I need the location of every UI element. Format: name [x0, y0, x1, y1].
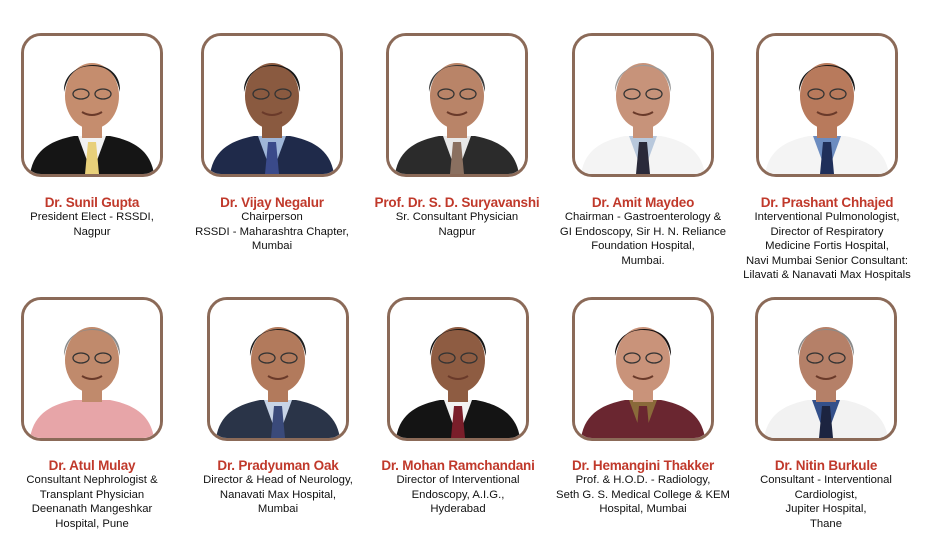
speaker-photo	[24, 36, 160, 174]
speaker-designation-line: RSSDI - Maharashtra Chapter,	[195, 225, 349, 238]
speaker-designation-line: Lilavati & Nanavati Max Hospitals	[743, 269, 911, 282]
speaker-card: Prof. Dr. S. D. Suryavanshi Sr. Consulta…	[362, 33, 552, 239]
speaker-designation-line: Foundation Hospital,	[591, 240, 695, 253]
speaker-photo	[210, 300, 346, 438]
speaker-designation-line: Endoscopy, A.I.G.,	[411, 488, 505, 501]
speaker-card: Dr. Atul Mulay Consultant Nephrologist &…	[0, 297, 187, 531]
speaker-card: Dr. Nitin Burkule Consultant - Intervent…	[731, 297, 921, 531]
speaker-designation-line: Prof. & H.O.D. - Radiology,	[575, 474, 711, 486]
speaker-designation-line: Nagpur	[438, 225, 476, 238]
speaker-name: Dr. Atul Mulay	[48, 458, 136, 473]
speaker-photo	[575, 300, 711, 438]
speaker-photo-frame	[756, 33, 898, 177]
speaker-designation-line: Hospital, Pune	[55, 517, 129, 530]
speaker-designation-line: Nanavati Max Hospital,	[219, 488, 337, 501]
speaker-photo	[389, 36, 525, 174]
speaker-designation-line: Jupiter Hospital,	[785, 503, 867, 516]
speaker-designation-line: Chairman - Gastroenterology &	[564, 211, 722, 223]
speaker-designation-line: Mumbai	[257, 503, 299, 516]
speaker-name: Dr. Mohan Ramchandani	[381, 458, 535, 473]
speaker-photo	[758, 300, 894, 438]
speaker-designation-line: GI Endoscopy, Sir H. N. Reliance	[559, 225, 727, 238]
speaker-photo-frame	[572, 33, 714, 177]
speaker-name: Dr. Pradyuman Oak	[217, 458, 339, 473]
speaker-designation-line: Director of Respiratory	[770, 225, 884, 238]
speaker-card: Dr. Amit Maydeo Chairman - Gastroenterol…	[548, 33, 738, 268]
speaker-designation-line: Consultant Nephrologist &	[26, 474, 158, 486]
speaker-designation-line: Mumbai.	[621, 254, 665, 267]
speaker-photo	[204, 36, 340, 174]
speaker-photo	[24, 300, 160, 438]
speaker-designation-line: Deenanath Mangeshkar	[31, 503, 153, 516]
speaker-designation-line: Director of Interventional	[396, 474, 520, 486]
speaker-photo	[575, 36, 711, 174]
speaker-designation-line: Hospital, Mumbai	[599, 503, 687, 516]
speaker-photo-frame	[572, 297, 714, 441]
speaker-name: Dr. Nitin Burkule	[774, 458, 878, 473]
speaker-photo-frame	[21, 297, 163, 441]
speaker-designation-line: Nagpur	[73, 225, 111, 238]
speaker-designation-line: President Elect - RSSDI,	[30, 211, 154, 223]
speaker-photo-frame	[386, 33, 528, 177]
speaker-photo-frame	[755, 297, 897, 441]
speaker-designation-line: Hyderabad	[430, 503, 486, 516]
speaker-photo-frame	[201, 33, 343, 177]
speaker-designation-line: Cardiologist,	[794, 488, 858, 501]
speaker-card: Dr. Mohan Ramchandani Director of Interv…	[363, 297, 553, 517]
speaker-designation-line: Medicine Fortis Hospital,	[765, 240, 889, 253]
speaker-designation-line: Interventional Pulmonologist,	[754, 211, 900, 223]
speaker-designation-line: Sr. Consultant Physician	[395, 211, 519, 223]
speaker-designation-line: Consultant - Interventional	[760, 474, 892, 486]
speaker-name: Dr. Prashant Chhajed	[760, 195, 894, 210]
speaker-name: Dr. Amit Maydeo	[591, 195, 695, 210]
speaker-photo	[759, 36, 895, 174]
speaker-designation-line: Transplant Physician	[39, 488, 145, 501]
speaker-designation-line: Navi Mumbai Senior Consultant:	[746, 254, 908, 267]
speaker-photo-frame	[207, 297, 349, 441]
speaker-card: Dr. Pradyuman Oak Director & Head of Neu…	[183, 297, 373, 517]
speaker-name: Prof. Dr. S. D. Suryavanshi	[374, 195, 540, 210]
speaker-card: Dr. Sunil Gupta President Elect - RSSDI,…	[0, 33, 187, 239]
speaker-designation-line: Mumbai	[251, 240, 293, 253]
speaker-photo-frame	[387, 297, 529, 441]
speaker-card: Dr. Vijay Negalur Chairperson RSSDI - Mah…	[177, 33, 367, 254]
speaker-card: Dr. Prashant Chhajed Interventional Pulm…	[732, 33, 922, 283]
speaker-photo-frame	[21, 33, 163, 177]
speaker-name: Dr. Hemangini Thakker	[571, 458, 715, 473]
speaker-name: Dr. Vijay Negalur	[220, 195, 324, 210]
speaker-name: Dr. Sunil Gupta	[44, 195, 140, 210]
speaker-designation-line: Chairperson	[241, 211, 303, 223]
speaker-designation-line: Thane	[809, 517, 843, 530]
speaker-designation-line: Seth G. S. Medical College & KEM	[556, 488, 730, 501]
speaker-designation-line: Director & Head of Neurology,	[203, 474, 353, 486]
speaker-card: Dr. Hemangini Thakker Prof. & H.O.D. - R…	[548, 297, 738, 517]
speaker-photo	[390, 300, 526, 438]
